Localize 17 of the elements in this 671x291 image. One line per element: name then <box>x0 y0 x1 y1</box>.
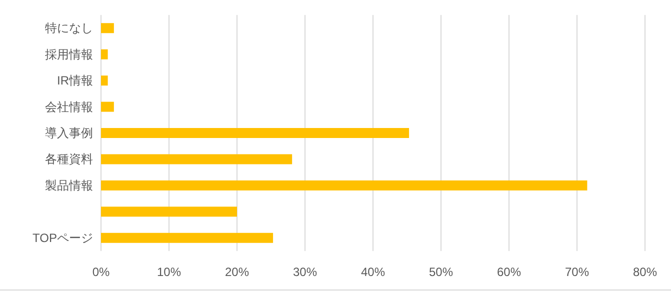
y-tick-label: 特になし <box>45 21 93 36</box>
y-tick-label: 製品情報 <box>45 178 93 192</box>
x-tick-label: 20% <box>224 265 250 279</box>
y-tick-label: 各種資料 <box>45 152 93 166</box>
x-tick-label: 0% <box>92 265 110 279</box>
y-tick-label: TOPページ <box>32 230 93 245</box>
x-tick-label: 40% <box>360 265 386 279</box>
y-tick-label: 採用情報 <box>45 47 93 62</box>
x-tick-label: 60% <box>496 265 522 279</box>
x-tick-label: 80% <box>632 265 658 279</box>
x-tick-label: 50% <box>428 265 454 279</box>
x-tick-label: 70% <box>564 265 590 279</box>
x-tick-label: 10% <box>156 265 182 279</box>
y-tick-label: IR情報 <box>57 74 93 88</box>
x-tick-label: 30% <box>292 265 318 279</box>
y-tick-label: 導入事例 <box>45 126 93 140</box>
y-tick-label: 会社情報 <box>45 100 93 114</box>
